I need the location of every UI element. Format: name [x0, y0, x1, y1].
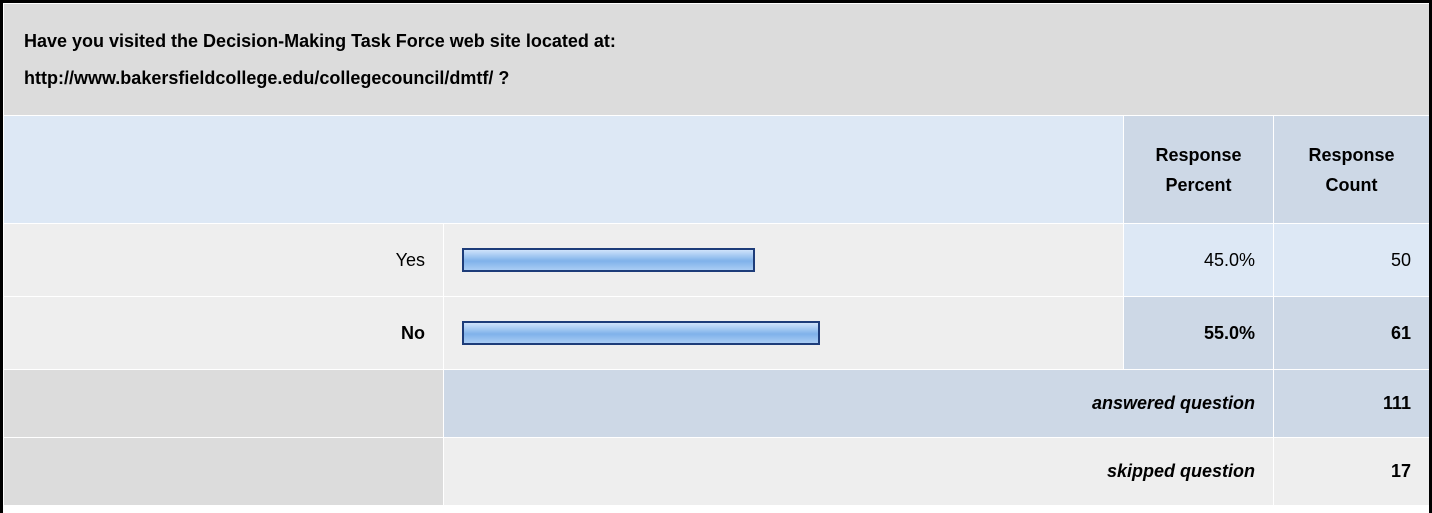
bar-cell	[443, 223, 1124, 297]
count: 61	[1272, 296, 1429, 370]
result-table: Have you visited the Decision-Making Tas…	[3, 3, 1429, 506]
question-line: http://www.bakersfieldcollege.edu/colleg…	[24, 67, 510, 88]
summary-count: 17	[1272, 437, 1429, 506]
count: 50	[1272, 223, 1429, 297]
summary-label: answered question	[443, 369, 1274, 438]
percent: 55.0%	[1123, 296, 1274, 370]
row-label: Yes	[3, 223, 444, 297]
question-line: Have you visited the Decision-Making Tas…	[24, 30, 616, 51]
percent: 45.0%	[1123, 223, 1274, 297]
header-blank	[3, 115, 1124, 224]
summary-count: 111	[1272, 369, 1429, 438]
row-label: No	[3, 296, 444, 370]
summary-label: skipped question	[443, 437, 1274, 506]
blank	[3, 369, 444, 438]
bar-cell	[443, 296, 1124, 370]
bar	[462, 321, 820, 345]
header: Response Count	[1272, 115, 1429, 224]
question: Have you visited the Decision-Making Tas…	[3, 3, 1429, 116]
header: Response Percent	[1123, 115, 1274, 224]
bar	[462, 248, 755, 272]
blank	[3, 437, 444, 506]
